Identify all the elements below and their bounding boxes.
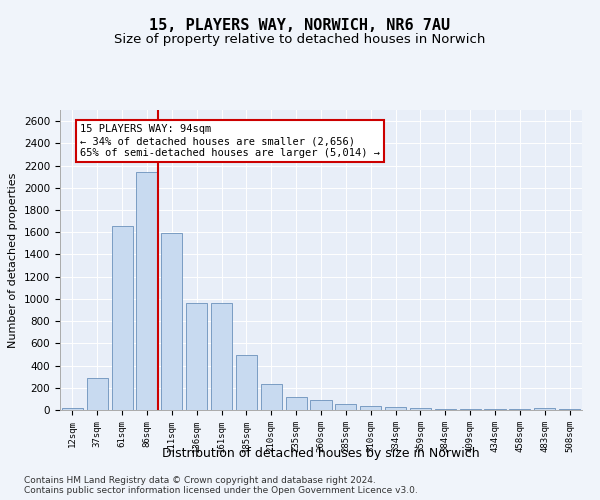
- Bar: [136, 172, 158, 410]
- Bar: [62, 408, 83, 410]
- Bar: [112, 226, 133, 410]
- Bar: [335, 404, 356, 410]
- Bar: [410, 408, 431, 410]
- Text: Contains HM Land Registry data © Crown copyright and database right 2024.
Contai: Contains HM Land Registry data © Crown c…: [24, 476, 418, 495]
- Bar: [460, 408, 481, 410]
- Text: Distribution of detached houses by size in Norwich: Distribution of detached houses by size …: [162, 448, 480, 460]
- Bar: [211, 304, 232, 410]
- Text: 15, PLAYERS WAY, NORWICH, NR6 7AU: 15, PLAYERS WAY, NORWICH, NR6 7AU: [149, 18, 451, 32]
- Bar: [534, 408, 555, 410]
- Bar: [161, 234, 182, 410]
- Bar: [360, 406, 381, 410]
- Bar: [261, 384, 282, 410]
- Bar: [236, 355, 257, 410]
- Bar: [385, 408, 406, 410]
- Bar: [87, 378, 108, 410]
- Bar: [286, 396, 307, 410]
- Bar: [310, 400, 332, 410]
- Y-axis label: Number of detached properties: Number of detached properties: [8, 172, 19, 348]
- Text: 15 PLAYERS WAY: 94sqm
← 34% of detached houses are smaller (2,656)
65% of semi-d: 15 PLAYERS WAY: 94sqm ← 34% of detached …: [80, 124, 380, 158]
- Bar: [435, 408, 456, 410]
- Text: Size of property relative to detached houses in Norwich: Size of property relative to detached ho…: [115, 32, 485, 46]
- Bar: [186, 304, 207, 410]
